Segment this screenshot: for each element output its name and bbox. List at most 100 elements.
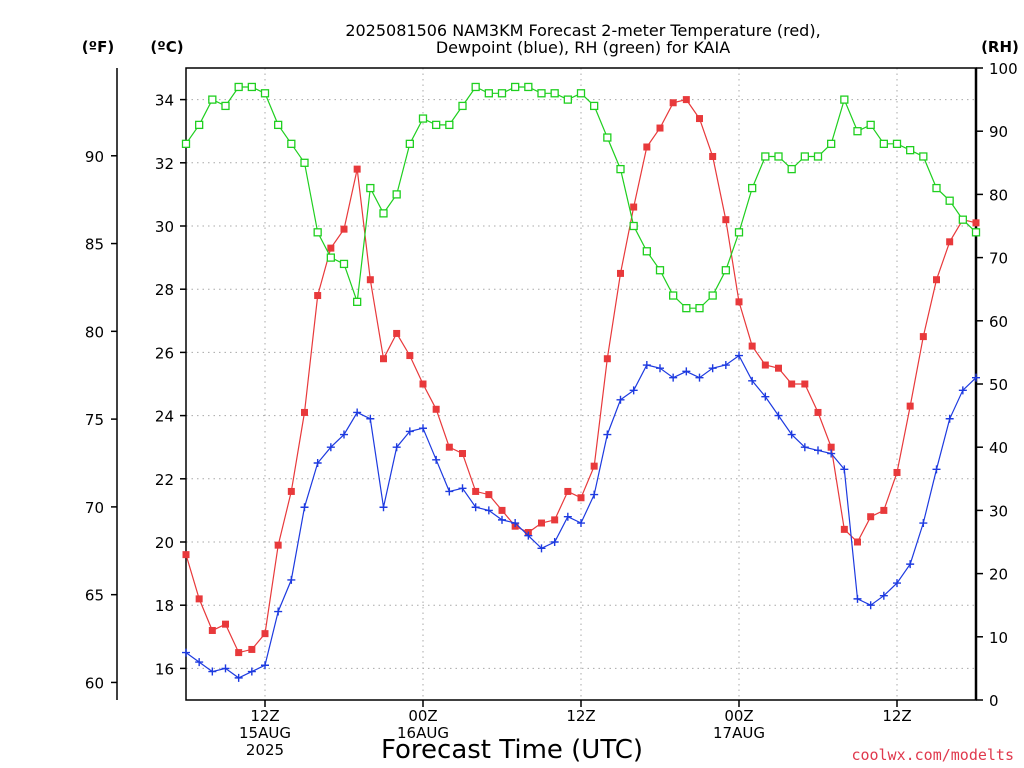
- rh-point: [418, 114, 428, 123]
- dewpoint-point: [366, 414, 375, 423]
- rh-point: [339, 259, 349, 269]
- temperature-point: [643, 143, 651, 151]
- dewpoint-point: [379, 503, 388, 512]
- temperature-point: [327, 244, 335, 252]
- dewpoint-point: [445, 487, 454, 496]
- fahrenheit-axis: 60 65 70 75 80 85 90: [85, 148, 117, 692]
- dewpoint-point: [577, 519, 585, 528]
- temperature-point: [274, 541, 282, 549]
- rh-point: [866, 120, 875, 130]
- temperature-point: [287, 487, 295, 495]
- dewpoint-point: [735, 351, 743, 360]
- rh-point: [695, 304, 704, 313]
- temperature-point: [577, 494, 585, 502]
- temperature-point: [801, 380, 809, 388]
- celsius-axis: 16 18 20 22 24 26 28 30 32 34: [155, 92, 186, 678]
- rh-point: [405, 139, 414, 148]
- temperature-point: [669, 99, 677, 107]
- dewpoint-point: [274, 607, 283, 616]
- dewpoint-point: [945, 414, 954, 423]
- rh-tick-label: 50: [989, 376, 1008, 394]
- temperature-point: [775, 364, 782, 372]
- dewpoint-point: [353, 408, 362, 417]
- dewpoint-point: [748, 376, 757, 385]
- temperature-point: [195, 595, 203, 603]
- rh-point: [537, 89, 546, 98]
- temperature-point: [972, 219, 980, 227]
- grid: [186, 68, 976, 700]
- time-tick-label: 17AUG: [713, 724, 765, 742]
- fahrenheit-tick-label: 80: [85, 323, 104, 341]
- dewpoint-point: [405, 427, 414, 436]
- time-tick-label: 2025: [246, 741, 284, 759]
- dewpoint-point: [208, 667, 217, 676]
- time-tick-label: 16AUG: [397, 724, 449, 742]
- rh-point: [945, 196, 954, 205]
- rh-point: [853, 127, 862, 136]
- fahrenheit-tick-label: 65: [85, 587, 104, 605]
- rh-point: [471, 82, 480, 92]
- temperature-point: [485, 491, 493, 499]
- rh-point: [655, 266, 665, 275]
- dewpoint-point: [432, 455, 441, 464]
- celsius-unit-label: (ºC): [150, 38, 183, 56]
- dewpoint-point: [669, 373, 678, 382]
- rh-tick-label: 10: [989, 629, 1008, 647]
- temperature-point: [656, 124, 664, 132]
- dewpoint-point: [471, 503, 480, 512]
- temperature-point: [735, 298, 743, 306]
- rh-point: [458, 101, 467, 111]
- temperature-point: [617, 269, 624, 277]
- temperature-point: [854, 538, 861, 546]
- rh-point: [274, 120, 283, 130]
- dewpoint-point: [774, 411, 783, 420]
- rh-tick-label: 100: [989, 60, 1018, 78]
- dewpoint-point: [656, 364, 664, 373]
- rh-point: [892, 139, 902, 148]
- rh-point: [734, 228, 744, 237]
- rh-point: [629, 221, 638, 231]
- rh-point: [497, 89, 507, 98]
- rh-point: [392, 190, 401, 199]
- dewpoint-point: [247, 667, 256, 676]
- rh-point: [326, 253, 335, 262]
- rh-axis: 0 10 20 30 40 50 60 70 80 90 100: [976, 60, 1018, 710]
- rh-point: [195, 120, 204, 130]
- rh-tick-label: 40: [989, 439, 1008, 457]
- temperature-point: [366, 276, 374, 284]
- dewpoint-point: [195, 658, 204, 667]
- series-temperature: [182, 96, 980, 657]
- temperature-point: [696, 115, 703, 123]
- rh-point: [524, 82, 533, 92]
- celsius-tick-label: 34: [155, 92, 174, 110]
- rh-point: [247, 82, 256, 92]
- rh-point: [432, 120, 441, 130]
- rh-point: [669, 291, 678, 300]
- dewpoint-point: [550, 538, 559, 546]
- celsius-tick-label: 30: [155, 218, 174, 236]
- dewpoint-point: [972, 373, 980, 382]
- fahrenheit-tick-label: 85: [85, 236, 104, 254]
- temperature-point: [301, 408, 308, 416]
- temperature-point: [946, 238, 954, 246]
- dewpoint-point: [326, 443, 335, 452]
- rh-point: [576, 89, 586, 98]
- time-tick-label: 12Z: [566, 707, 595, 725]
- rh-point: [484, 89, 493, 98]
- temperature-point: [590, 462, 598, 470]
- rh-tick-label: 20: [989, 566, 1008, 584]
- rh-point: [813, 152, 823, 161]
- temperature-point: [459, 450, 466, 458]
- dewpoint-point: [616, 395, 625, 404]
- x-axis-title: Forecast Time (UTC): [381, 735, 643, 765]
- rh-point: [787, 164, 796, 174]
- rh-point: [616, 164, 625, 174]
- rh-point: [366, 183, 375, 193]
- rh-point: [682, 304, 691, 313]
- temperature-point: [906, 402, 914, 410]
- rh-point: [181, 139, 191, 148]
- dewpoint-point: [287, 575, 296, 584]
- rh-point: [827, 139, 836, 148]
- temperature-point: [472, 487, 480, 495]
